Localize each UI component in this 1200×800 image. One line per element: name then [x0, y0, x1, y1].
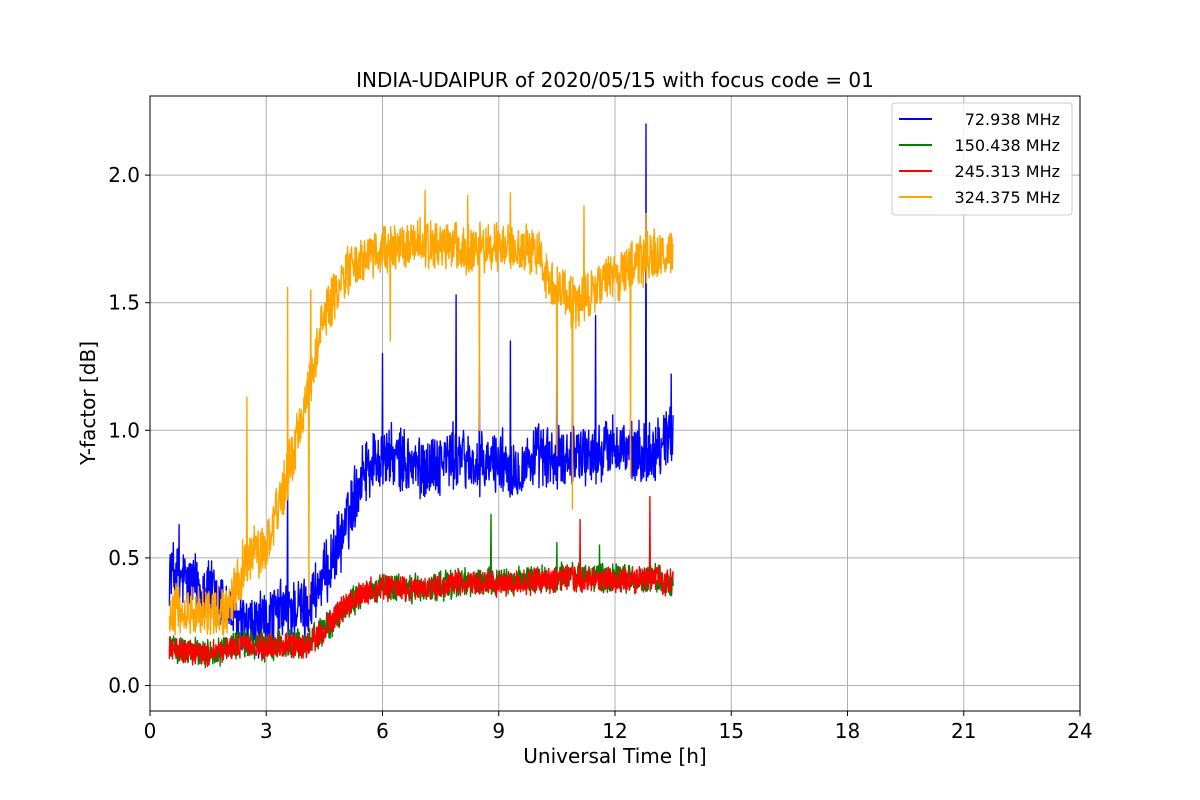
legend-box — [891, 102, 1073, 216]
x-axis-ticks: 0 3 6 9 12 15 18 21 24 — [144, 711, 1093, 743]
y-tick-label: 0.5 — [108, 546, 140, 570]
legend-label-0: 72.938 MHz — [965, 110, 1060, 129]
legend: 72.938 MHz 150.438 MHz 245.313 MHz 324.375 … — [891, 102, 1073, 216]
x-tick-label: 24 — [1067, 719, 1092, 743]
legend-entries: 72.938 MHz 150.438 MHz 245.313 MHz 324.375 … — [899, 110, 1060, 207]
series-line-2 — [168, 495, 674, 667]
x-tick-label: 6 — [376, 719, 389, 743]
legend-label-3: 324.375 MHz — [955, 188, 1060, 207]
legend-label-1: 150.438 MHz — [955, 136, 1060, 155]
x-tick-label: 3 — [260, 719, 273, 743]
y-axis-label: Y-factor [dB] — [76, 341, 100, 466]
y-tick-label: 0.0 — [108, 673, 140, 697]
y-axis-ticks: 0.0 0.5 1.0 1.5 2.0 — [108, 163, 150, 697]
series-line-3 — [168, 189, 674, 636]
legend-label-2: 245.313 MHz — [955, 162, 1060, 181]
y-tick-label: 2.0 — [108, 163, 140, 187]
y-tick-label: 1.5 — [108, 291, 140, 315]
x-tick-label: 12 — [602, 719, 627, 743]
y-tick-label: 1.0 — [108, 418, 140, 442]
x-tick-label: 21 — [951, 719, 976, 743]
x-tick-label: 15 — [719, 719, 744, 743]
x-tick-label: 0 — [144, 719, 157, 743]
x-axis-label: Universal Time [h] — [523, 744, 706, 768]
x-tick-label: 18 — [835, 719, 860, 743]
series-layer — [168, 123, 674, 669]
chart-title: INDIA-UDAIPUR of 2020/05/15 with focus c… — [356, 68, 874, 92]
x-tick-label: 9 — [492, 719, 505, 743]
series-line-0 — [168, 123, 674, 659]
